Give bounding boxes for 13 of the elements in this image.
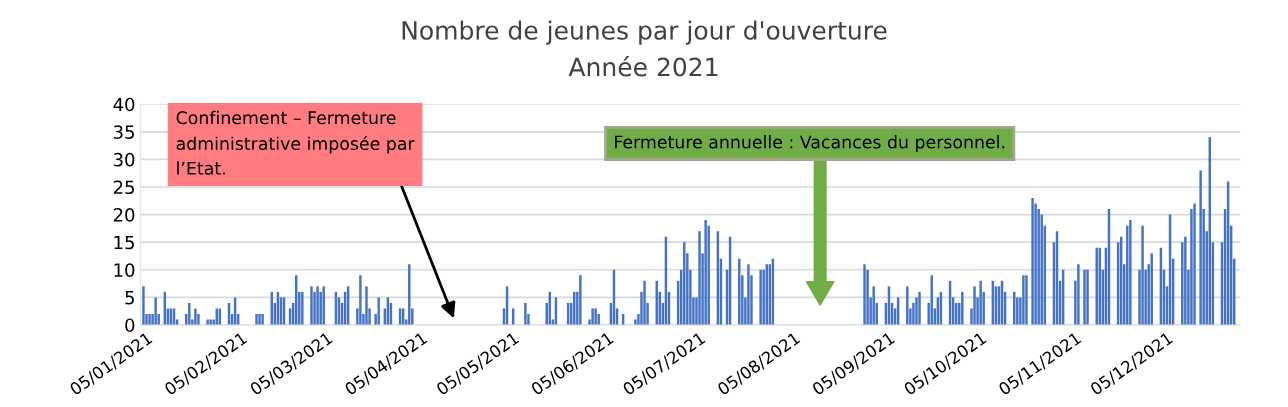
y-tick-label: 25 [113, 180, 134, 195]
y-tick-label: 10 [114, 263, 135, 277]
y-tick-label: 40 [113, 97, 135, 112]
chart-subtitle: Année 2021 [568, 56, 718, 77]
y-tick-label: 5 [125, 291, 134, 305]
y-tick-label: 20 [113, 208, 135, 222]
y-tick-label: 30 [113, 152, 135, 167]
y-tick-label: 15 [114, 235, 134, 250]
annotation: Fermeture annuelle : Vacances du personnel. [615, 135, 1005, 152]
y-tick-label: 0 [125, 318, 135, 333]
annotation: Confinement – Fermeture administrative imposée par l’Etat. [176, 110, 415, 175]
chart-title: Nombre de jeunes par jour d'ouverture [402, 20, 887, 45]
y-tick-label: 35 [113, 125, 134, 139]
